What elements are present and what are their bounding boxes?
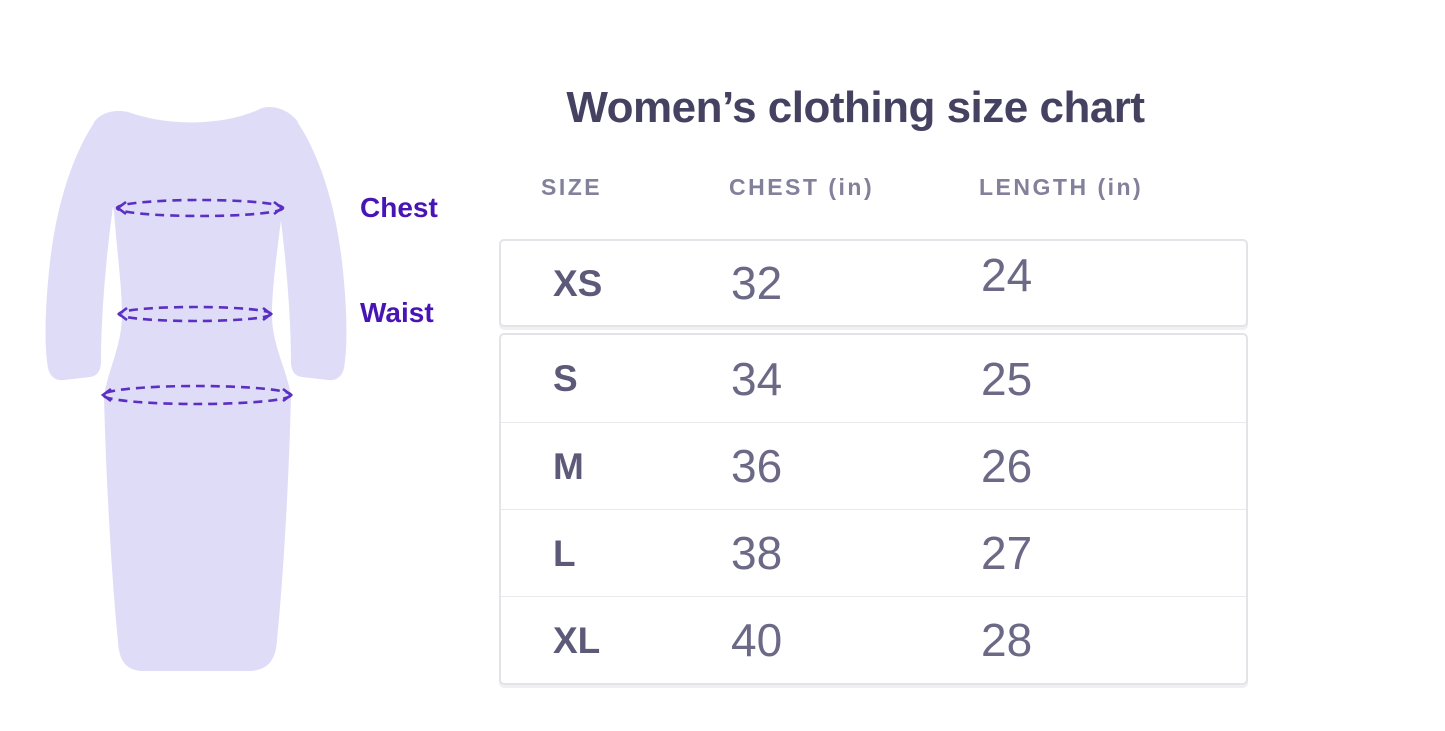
length-cell: 25 xyxy=(981,352,1033,405)
size-cell: L xyxy=(553,532,576,574)
size-cell: XL xyxy=(553,619,601,661)
column-header-length: LENGTH (in) xyxy=(979,173,1144,200)
table-card-first-row: XS 32 24 xyxy=(499,239,1248,327)
table-row: XL 40 28 xyxy=(501,596,1246,683)
table-row: S 34 25 xyxy=(501,335,1246,422)
table-row: M 36 26 xyxy=(501,422,1246,509)
size-cell: S xyxy=(553,358,578,399)
chest-cell: 34 xyxy=(731,352,783,405)
table-row: XS 32 24 xyxy=(501,241,1246,325)
chest-cell: 36 xyxy=(731,440,783,492)
length-cell: 27 xyxy=(981,527,1033,579)
length-cell: 28 xyxy=(981,614,1033,666)
chest-label: Chest xyxy=(360,192,438,223)
size-cell: XS xyxy=(553,262,603,304)
table-header-row: SIZE CHEST (in) LENGTH (in) xyxy=(499,172,1248,202)
size-cell: M xyxy=(553,445,584,487)
table-card-remaining-rows: S 34 25 M 36 26 L 38 27 XL 40 28 xyxy=(499,333,1248,685)
table-row: L 38 27 xyxy=(501,509,1246,596)
dress-figure-icon xyxy=(45,106,347,672)
length-cell: 24 xyxy=(981,249,1033,301)
length-cell: 26 xyxy=(981,440,1033,492)
column-header-chest: CHEST (in) xyxy=(729,173,875,200)
dress-illustration: Chest Waist xyxy=(0,0,470,731)
waist-label: Waist xyxy=(360,297,434,328)
chest-cell: 32 xyxy=(731,257,783,309)
page-title: Women’s clothing size chart xyxy=(566,83,1145,132)
chest-cell: 38 xyxy=(731,527,783,579)
column-header-size: SIZE xyxy=(541,173,603,200)
chest-cell: 40 xyxy=(731,614,783,666)
